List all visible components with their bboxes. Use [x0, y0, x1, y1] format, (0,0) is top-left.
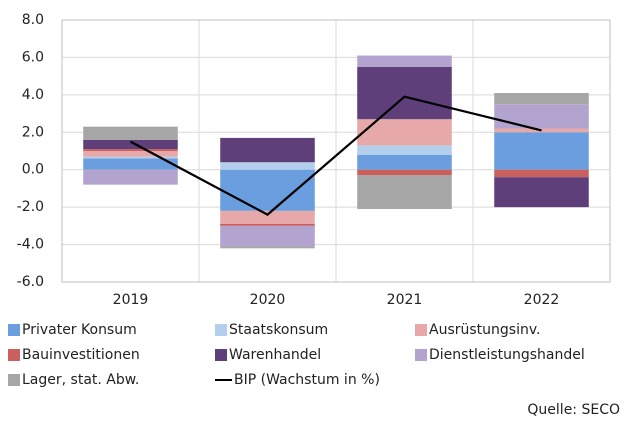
- legend-swatch: [215, 324, 227, 336]
- bar-segment: [83, 156, 178, 159]
- bar-segment: [357, 169, 452, 176]
- bar-segment: [83, 169, 178, 185]
- legend-label: Bauinvestitionen: [22, 347, 140, 363]
- y-tick-label: 2.0: [22, 124, 44, 140]
- bar-segment: [357, 154, 452, 170]
- bar-segment: [83, 149, 178, 151]
- x-tick-label: 2019: [113, 292, 149, 308]
- bar-segment: [357, 66, 452, 120]
- legend-label: Ausrüstungsinv.: [429, 322, 541, 338]
- bar-segment: [220, 246, 315, 249]
- legend-label: Warenhandel: [229, 347, 321, 363]
- y-tick-label: 8.0: [22, 12, 44, 28]
- legend-swatch: [215, 349, 227, 361]
- y-tick-label: 6.0: [22, 49, 44, 65]
- bar-segment: [357, 145, 452, 155]
- y-tick-label: 4.0: [22, 87, 44, 103]
- bar-segment: [220, 162, 315, 170]
- legend-swatch: [415, 349, 427, 361]
- bar-segment: [83, 151, 178, 157]
- bar-segment: [220, 210, 315, 224]
- bar-segment: [357, 119, 452, 146]
- bar-segment: [83, 126, 178, 140]
- bar-segment: [494, 169, 589, 178]
- bar-segment: [220, 169, 315, 211]
- legend-swatch: [415, 324, 427, 336]
- legend-label: BIP (Wachstum in %): [234, 372, 380, 388]
- bar-segment: [357, 175, 452, 210]
- legend-swatch: [8, 349, 20, 361]
- bar-segment: [357, 55, 452, 67]
- bar-segment: [83, 139, 178, 150]
- legend-swatch: [8, 324, 20, 336]
- bar-segment: [220, 225, 315, 247]
- bar-segment: [220, 223, 315, 226]
- x-tick-label: 2022: [524, 292, 560, 308]
- legend-label: Staatskonsum: [229, 322, 328, 338]
- legend-label: Lager, stat. Abw.: [22, 372, 139, 388]
- legend-swatch: [8, 374, 20, 386]
- x-tick-label: 2021: [387, 292, 423, 308]
- y-tick-label: -4.0: [17, 237, 44, 253]
- line-series: [129, 95, 542, 216]
- source: Quelle: SECO: [527, 402, 620, 418]
- bar-segment: [494, 132, 589, 170]
- y-tick-label: -2.0: [17, 199, 44, 215]
- legend-label: Privater Konsum: [22, 322, 137, 338]
- y-tick-label: 0.0: [22, 162, 44, 178]
- plot-border: [61, 19, 611, 283]
- x-tick-label: 2020: [250, 292, 286, 308]
- bar-segment: [494, 177, 589, 208]
- legend-label: Dienstleistungshandel: [429, 347, 585, 363]
- bar-segment: [494, 104, 589, 129]
- bar-segment: [494, 92, 589, 105]
- y-tick-label: -6.0: [17, 274, 44, 290]
- bar-segment: [83, 158, 178, 170]
- bar-segment: [220, 137, 315, 163]
